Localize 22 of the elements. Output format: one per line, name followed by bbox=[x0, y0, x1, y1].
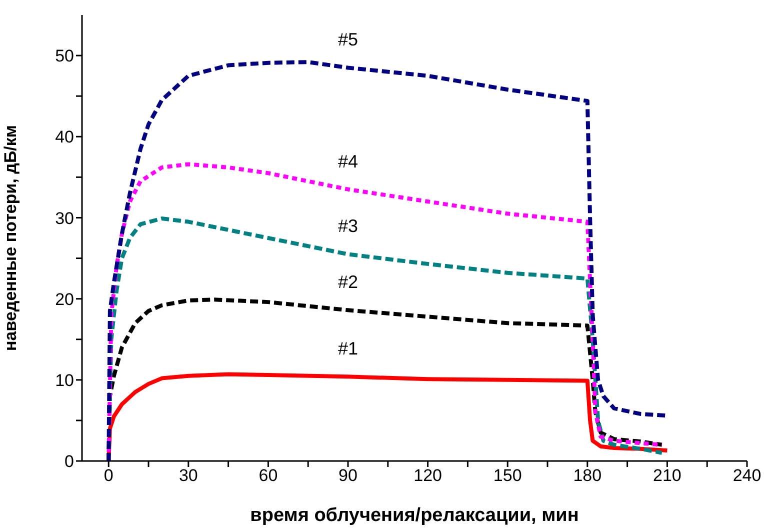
y-tick-label: 20 bbox=[55, 290, 74, 309]
x-tick-label: 90 bbox=[338, 466, 358, 486]
series-label: #1 bbox=[338, 338, 358, 359]
y-tick-label: 50 bbox=[55, 46, 74, 66]
x-tick-label: 150 bbox=[493, 466, 522, 486]
y-axis-title: наведенные потери, дБ/км bbox=[1, 125, 20, 351]
series-label: #3 bbox=[338, 216, 358, 236]
y-tick-label: 10 bbox=[55, 370, 74, 390]
series-label: #5 bbox=[338, 30, 358, 50]
series-label: #4 bbox=[338, 151, 358, 172]
x-axis-title: время облучения/релаксации, мин bbox=[250, 505, 579, 526]
y-tick-label: 30 bbox=[55, 208, 74, 228]
x-tick-label: 240 bbox=[732, 466, 762, 486]
series-label: #2 bbox=[338, 272, 358, 292]
y-tick-label: 40 bbox=[55, 128, 74, 147]
y-tick-label: 0 bbox=[64, 452, 74, 472]
x-tick-label: 180 bbox=[573, 466, 602, 486]
x-tick-label: 30 bbox=[178, 466, 198, 486]
x-tick-label: 210 bbox=[653, 466, 682, 486]
x-tick-label: 60 bbox=[258, 466, 278, 486]
x-tick-label: 120 bbox=[414, 466, 442, 486]
x-tick-label: 0 bbox=[104, 466, 114, 486]
